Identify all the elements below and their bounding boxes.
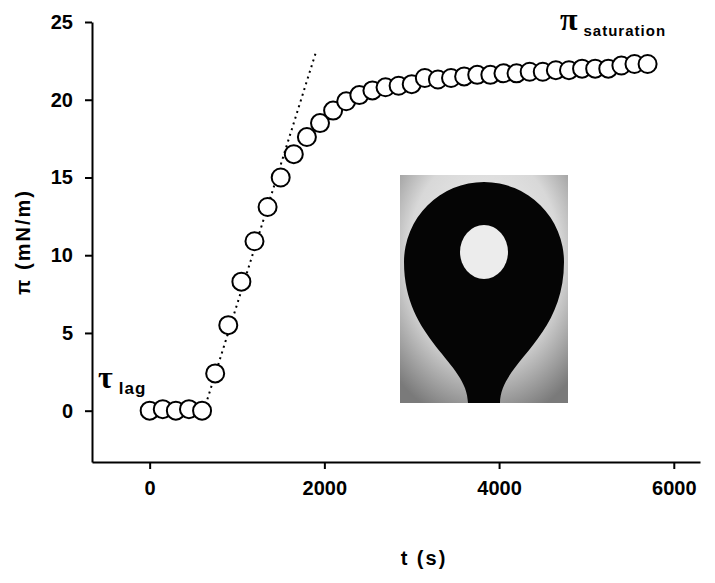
y-tick-mark — [85, 99, 92, 101]
y-tick: 5 — [62, 322, 92, 344]
y-axis: 0 5 10 15 20 25 — [51, 11, 93, 463]
x-tick: 6000 — [652, 462, 697, 499]
data-point — [193, 402, 211, 420]
x-tick-mark — [149, 462, 151, 469]
data-point — [298, 128, 316, 146]
x-tick-label: 2000 — [303, 477, 348, 499]
data-point — [259, 198, 277, 216]
y-tick-label: 15 — [51, 166, 73, 188]
data-point — [639, 55, 657, 73]
data-point — [232, 273, 250, 291]
x-axis: 0 2000 4000 6000 — [93, 462, 701, 499]
inset-image — [400, 175, 568, 403]
x-tick: 4000 — [477, 462, 521, 499]
x-tick-mark — [324, 462, 326, 469]
y-tick-label: 25 — [51, 11, 73, 33]
x-tick-mark — [499, 462, 501, 469]
data-point — [206, 364, 224, 382]
annotation-symbol: τ — [98, 359, 113, 395]
y-tick: 15 — [51, 166, 92, 188]
y-tick-mark — [85, 255, 92, 257]
x-axis-line — [93, 462, 701, 464]
y-tick: 25 — [51, 11, 92, 33]
trend-line — [204, 53, 316, 411]
y-tick-label: 10 — [51, 244, 73, 266]
x-tick: 0 — [145, 462, 156, 499]
y-tick-mark — [85, 22, 92, 24]
annotation-subscript: saturation — [584, 22, 667, 39]
y-axis-title: π (mN/m) — [12, 189, 34, 295]
data-point — [245, 232, 263, 250]
plot-area — [141, 53, 657, 420]
x-tick-mark — [673, 462, 675, 469]
y-tick: 0 — [62, 400, 92, 422]
y-tick: 20 — [51, 89, 92, 111]
inset-background — [400, 175, 568, 403]
data-point — [219, 316, 237, 334]
chart: 0 2000 4000 6000 0 5 10 15 20 25 t (s) π (mN/m) τlag… — [0, 0, 715, 583]
annotation: π saturation — [560, 1, 666, 39]
drop — [404, 182, 564, 403]
x-tick-label: 0 — [145, 477, 156, 499]
annotation: τlag — [98, 359, 146, 398]
y-tick-mark — [85, 177, 92, 179]
data-point — [285, 145, 303, 163]
y-tick-mark — [85, 410, 92, 412]
y-tick-label: 5 — [62, 322, 73, 344]
annotation-symbol: π — [560, 1, 578, 37]
y-tick-label: 20 — [51, 89, 73, 111]
data-point — [272, 168, 290, 186]
x-tick: 2000 — [303, 462, 348, 499]
y-axis-line — [92, 23, 94, 463]
x-axis-title: t (s) — [401, 547, 448, 569]
drop-highlight — [460, 225, 508, 279]
y-tick-label: 0 — [62, 400, 73, 422]
x-tick-label: 4000 — [477, 477, 521, 499]
y-tick-mark — [85, 332, 92, 334]
x-tick-label: 6000 — [652, 477, 697, 499]
y-tick: 10 — [51, 244, 92, 266]
annotation-subscript: lag — [119, 379, 147, 398]
